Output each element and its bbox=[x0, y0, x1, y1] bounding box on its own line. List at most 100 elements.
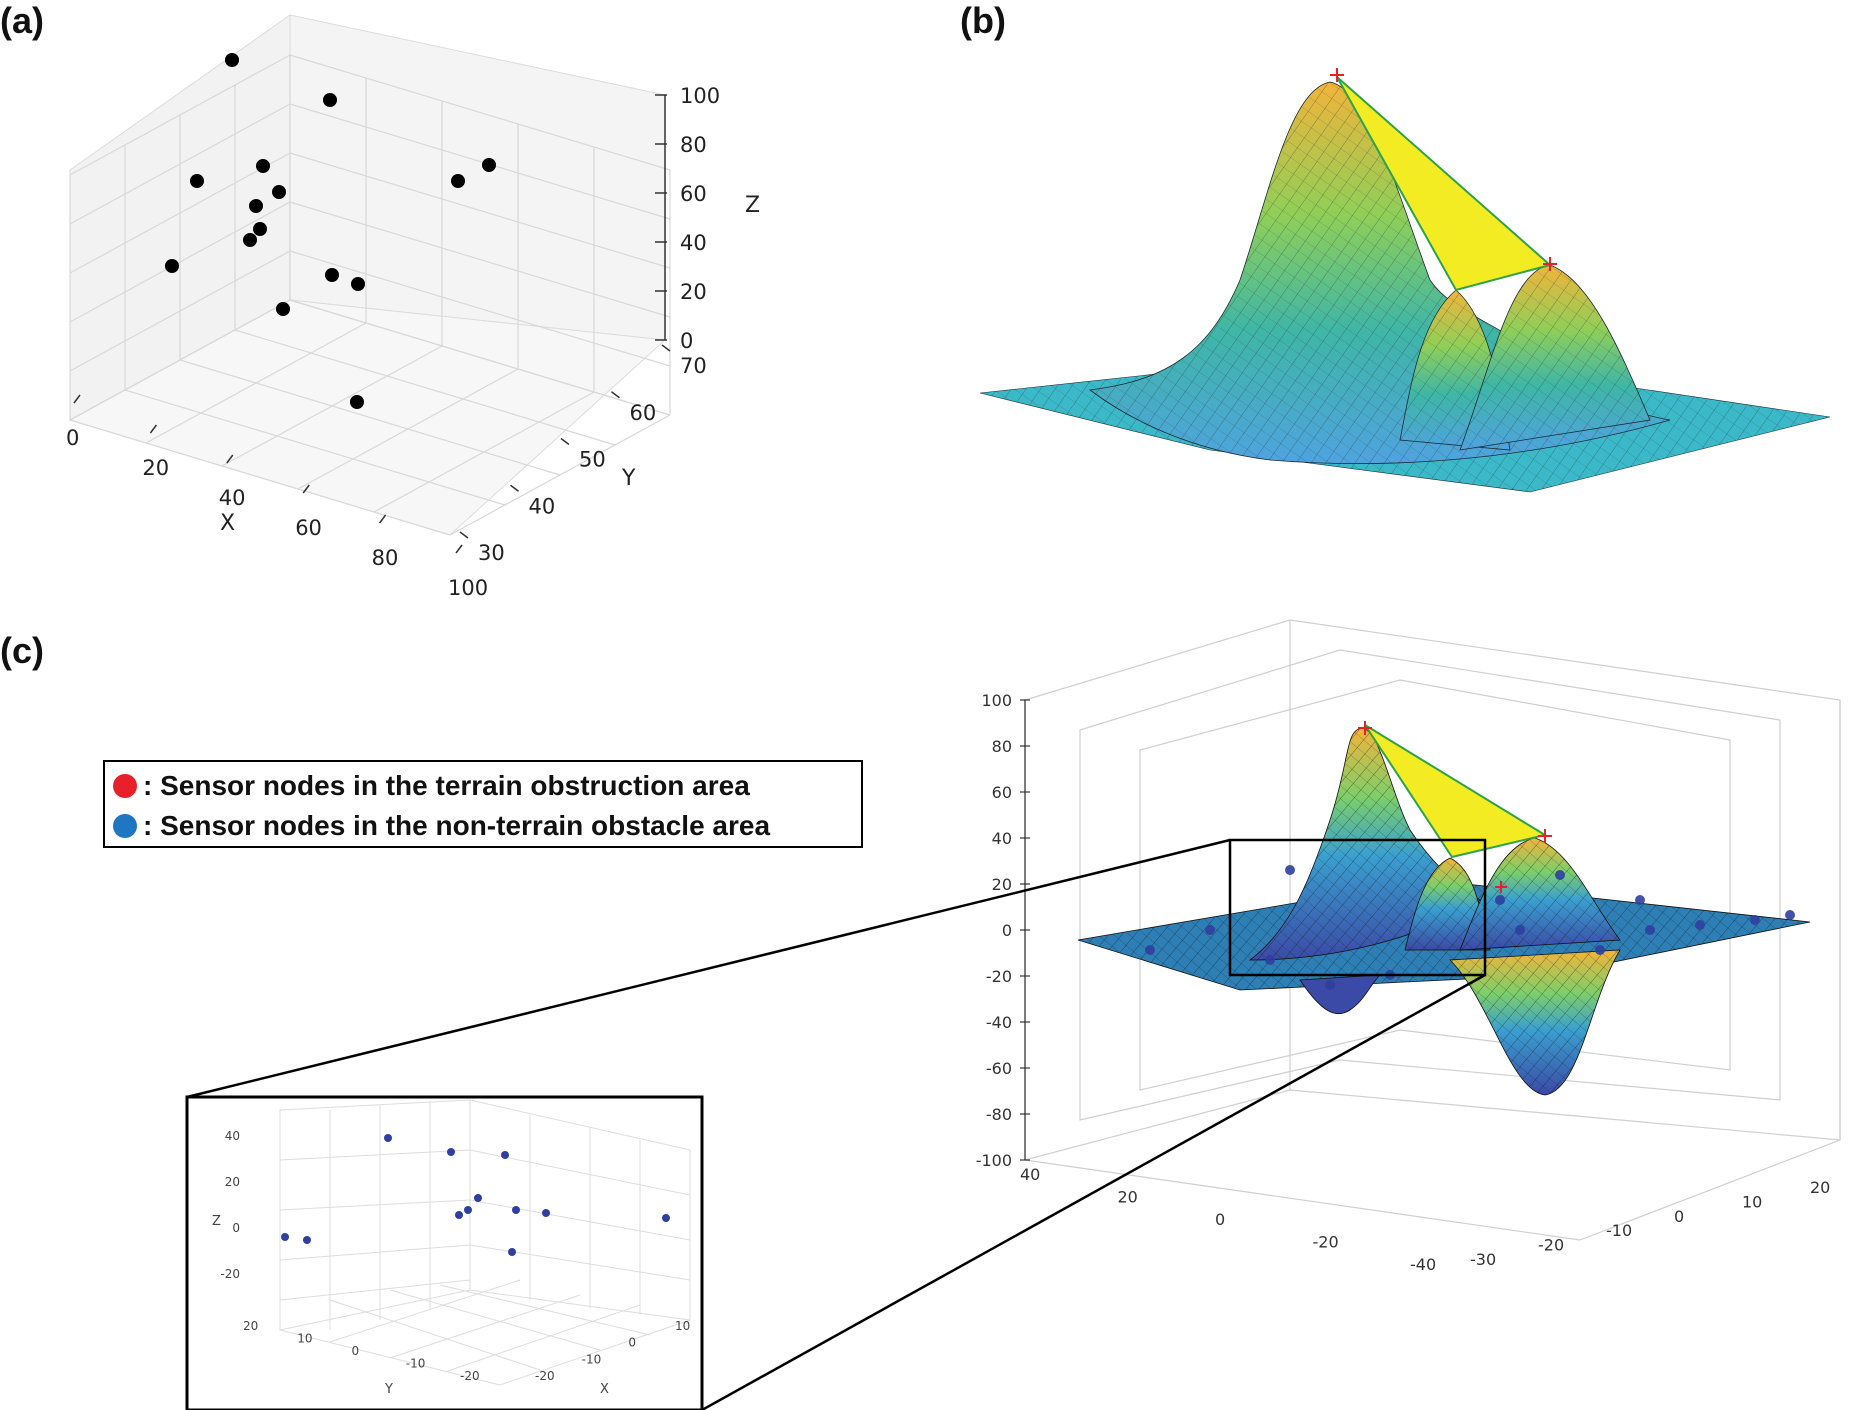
inset-point bbox=[512, 1206, 520, 1214]
inset-y-tick-label: 20 bbox=[243, 1319, 258, 1333]
inset-y-tick-label: 10 bbox=[297, 1332, 312, 1346]
y-tick-label: 50 bbox=[579, 448, 606, 472]
chart-c-zoom-box bbox=[1228, 838, 1487, 977]
chart-a: 0 20 40 60 80 100 0 20 40 60 80 100 30 40 50 60 70 X Y Z bbox=[66, 14, 760, 600]
scatter-point bbox=[256, 159, 270, 173]
panel-label-b: (b) bbox=[960, 0, 1006, 41]
inset-z-tick-label: 20 bbox=[225, 1175, 240, 1189]
c-y-tick-label: -30 bbox=[1470, 1250, 1496, 1269]
z-tick-label: 80 bbox=[680, 133, 707, 157]
grid-line bbox=[289, 152, 671, 269]
c-z-tick-label: 0 bbox=[1002, 921, 1012, 940]
legend-blue-dot-icon bbox=[113, 814, 137, 838]
inset-y-tick-label: -20 bbox=[460, 1369, 480, 1383]
c-y-tick-label: 20 bbox=[1810, 1178, 1830, 1197]
inset-point bbox=[281, 1233, 289, 1241]
chart-c-inset-xlabel: X bbox=[600, 1382, 609, 1397]
c-z-tick-label: -40 bbox=[986, 1013, 1012, 1032]
inset-z-tick-label: 0 bbox=[232, 1221, 240, 1235]
c-y-tick-label: -10 bbox=[1606, 1221, 1632, 1240]
x-tick bbox=[455, 544, 463, 554]
inset-point bbox=[542, 1209, 550, 1217]
chart-c-pit-mesh bbox=[1450, 950, 1620, 1095]
c-x-tick-label: 0 bbox=[1215, 1210, 1225, 1229]
inset-z-tick-label: 40 bbox=[225, 1129, 240, 1143]
x-tick bbox=[149, 424, 158, 434]
grid-line bbox=[289, 54, 671, 171]
scatter-point bbox=[451, 174, 465, 188]
scatter-point bbox=[165, 259, 179, 273]
inset-z-tick-label: -20 bbox=[220, 1267, 240, 1281]
legend: : Sensor nodes in the terrain obstructio… bbox=[103, 760, 863, 848]
chart-c-zoom-line-bottom bbox=[701, 973, 1486, 1410]
c-z-tick-label: 80 bbox=[992, 737, 1012, 756]
x-tick bbox=[226, 454, 234, 464]
scatter-point bbox=[190, 174, 204, 188]
chart-a-ylabel: Y bbox=[621, 466, 636, 491]
x-tick-label: 40 bbox=[219, 486, 246, 510]
chart-a-ticks: 0 20 40 60 80 100 0 20 40 60 80 100 30 40 50 60 70 bbox=[66, 84, 720, 600]
y-tick bbox=[510, 484, 519, 492]
grid-line bbox=[124, 389, 506, 506]
panel-label-a: (a) bbox=[0, 0, 44, 41]
legend-item-non-terrain-label: Sensor nodes in the non-terrain obstacle… bbox=[160, 810, 771, 841]
c-z-tick-label: -20 bbox=[986, 967, 1012, 986]
c-y-tick-label: 10 bbox=[1742, 1192, 1762, 1211]
scatter-point bbox=[225, 53, 239, 67]
inset-y-tick-label: -10 bbox=[406, 1357, 426, 1371]
chart-b-peak-markers bbox=[1330, 68, 1557, 271]
scatter-point bbox=[272, 185, 286, 199]
inset-y-tick-label: 0 bbox=[352, 1344, 360, 1358]
grid-line bbox=[289, 201, 671, 318]
inset-point bbox=[508, 1248, 516, 1256]
chart-a-grid bbox=[69, 54, 671, 536]
x-tick-label: 80 bbox=[372, 546, 399, 570]
inset-point bbox=[384, 1134, 392, 1142]
c-z-tick-label: 40 bbox=[992, 829, 1012, 848]
y-tick bbox=[459, 531, 469, 539]
scatter-point bbox=[276, 302, 290, 316]
chart-c-inset-zlabel: Z bbox=[212, 1214, 221, 1229]
y-tick bbox=[661, 344, 671, 352]
legend-item-terrain: : Sensor nodes in the terrain obstructio… bbox=[113, 770, 750, 802]
scatter-point bbox=[350, 395, 364, 409]
inset-point bbox=[455, 1211, 463, 1219]
chart-a-points bbox=[165, 53, 496, 409]
c-x-tick-label: -40 bbox=[1410, 1255, 1436, 1274]
inset-point bbox=[662, 1214, 670, 1222]
z-tick-label: 40 bbox=[680, 231, 707, 255]
chart-b bbox=[979, 68, 1831, 493]
chart-c-sensor-nodes bbox=[1145, 865, 1795, 990]
scatter-point bbox=[351, 277, 365, 291]
c-z-tick-label: 60 bbox=[992, 783, 1012, 802]
inset-x-tick-label: 0 bbox=[628, 1336, 636, 1350]
chart-a-zlabel: Z bbox=[745, 193, 760, 218]
inset-point bbox=[501, 1151, 509, 1159]
inset-point bbox=[447, 1148, 455, 1156]
y-tick bbox=[611, 391, 620, 399]
z-tick-label: 60 bbox=[680, 182, 707, 206]
z-tick-label: 20 bbox=[680, 280, 707, 304]
chart-c-peak-right-mesh bbox=[1460, 838, 1620, 950]
scatter-point bbox=[325, 268, 339, 282]
chart-c-inset-grid bbox=[279, 1099, 691, 1386]
scatter-point bbox=[323, 93, 337, 107]
scatter-point bbox=[249, 199, 263, 213]
c-z-tick-label: 20 bbox=[992, 875, 1012, 894]
y-tick-label: 30 bbox=[478, 541, 505, 565]
scatter-point bbox=[253, 222, 267, 236]
c-x-tick-label: 40 bbox=[1020, 1165, 1040, 1184]
grid-line bbox=[234, 329, 616, 446]
c-z-tick-label: -60 bbox=[986, 1059, 1012, 1078]
grid-line bbox=[289, 250, 671, 367]
inset-x-tick-label: 10 bbox=[675, 1319, 690, 1333]
c-z-tick-label: 100 bbox=[981, 691, 1012, 710]
grid-line bbox=[69, 419, 451, 536]
scatter-point bbox=[482, 158, 496, 172]
y-tick-label: 70 bbox=[680, 354, 707, 378]
chart-c-zticks: 100 80 60 40 20 0 -20 -40 -60 -80 -100 bbox=[976, 691, 1030, 1170]
x-tick-label: 0 bbox=[66, 426, 79, 450]
legend-item-non-terrain: : Sensor nodes in the non-terrain obstac… bbox=[113, 810, 770, 842]
c-z-tick-label: -80 bbox=[986, 1105, 1012, 1124]
